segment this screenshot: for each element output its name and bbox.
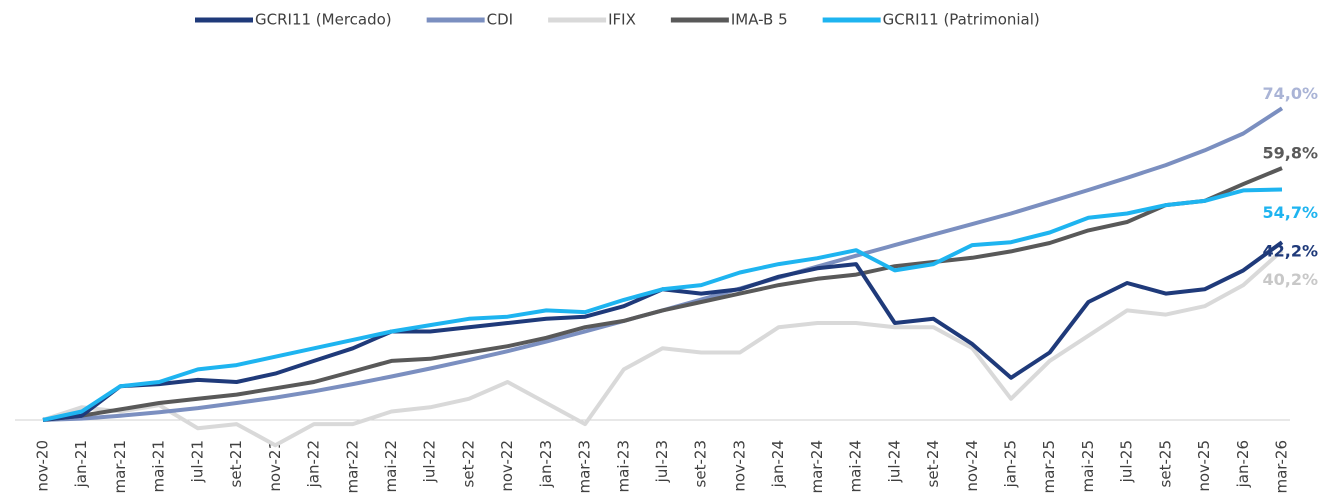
x-tick-label: jan-26 [1234, 440, 1252, 488]
series-line [42, 187, 1283, 422]
x-tick-label: jul-23 [653, 440, 671, 483]
x-tick-label: jul-21 [188, 440, 206, 483]
series-line [42, 249, 1284, 448]
x-tick-label: set-23 [692, 440, 710, 487]
x-tick-label: set-25 [1156, 440, 1174, 487]
x-tick-label: jul-22 [421, 440, 439, 483]
x-tick-label: jan-22 [305, 440, 323, 488]
legend-label: GCRI11 (Mercado) [255, 11, 392, 29]
legend-label: IMA-B 5 [731, 11, 788, 29]
x-tick-label: mar-23 [576, 440, 594, 494]
x-tick-label: jan-24 [769, 440, 787, 488]
x-tick-label: jan-25 [1001, 440, 1019, 488]
end-label: 42,2% [1262, 242, 1318, 261]
series-line [42, 166, 1283, 422]
end-label: 40,2% [1262, 270, 1318, 289]
x-tick-label: set-21 [227, 440, 245, 487]
legend-label: CDI [487, 11, 513, 29]
x-tick-label: nov-22 [498, 440, 516, 492]
x-tick-label: mai-22 [382, 440, 400, 492]
end-label: 54,7% [1262, 203, 1318, 222]
x-tick-label: jan-23 [537, 440, 555, 488]
x-tick-label: mar-24 [808, 440, 826, 494]
x-tick-label: mai-24 [847, 440, 865, 492]
x-tick-label: set-24 [924, 440, 942, 487]
x-tick-label: mar-25 [1040, 440, 1058, 494]
x-tick-label: jul-24 [885, 440, 903, 483]
series-line [42, 106, 1284, 422]
x-tick-label: mai-21 [150, 440, 168, 492]
x-tick-label: nov-21 [266, 440, 284, 492]
x-tick-label: set-22 [459, 440, 477, 487]
x-tick-label: mai-23 [614, 440, 632, 492]
end-label: 59,8% [1262, 144, 1318, 163]
x-tick-label: nov-24 [963, 440, 981, 492]
x-tick-label: nov-23 [730, 440, 748, 492]
x-tick-label: mar-21 [111, 440, 129, 494]
x-tick-label: nov-20 [34, 440, 52, 492]
x-tick-label: nov-25 [1195, 440, 1213, 492]
x-tick-label: mar-22 [343, 440, 361, 494]
legend-label: GCRI11 (Patrimonial) [883, 11, 1040, 29]
end-label: 74,0% [1262, 84, 1318, 103]
x-tick-label: jul-25 [1118, 440, 1136, 483]
legend-label: IFIX [608, 11, 636, 29]
x-tick-label: jan-21 [72, 440, 90, 488]
x-tick-label: mai-25 [1079, 440, 1097, 492]
x-tick-label: mar-26 [1273, 440, 1291, 494]
